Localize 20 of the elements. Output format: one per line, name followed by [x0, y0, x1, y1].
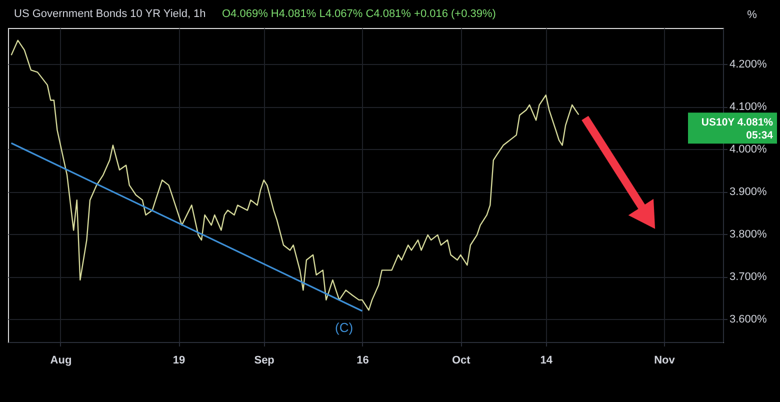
y-axis-title: % — [747, 9, 758, 21]
x-tick-label: 14 — [540, 354, 554, 366]
x-tick-label: Nov — [654, 354, 676, 366]
x-tick-label: Aug — [50, 354, 72, 366]
x-tick-label: Oct — [452, 354, 471, 366]
annotation: (C) — [334, 320, 354, 335]
x-tick-label: 16 — [356, 354, 369, 366]
text: 05:34 — [746, 130, 774, 142]
chart-subtitle: O4.069% H4.081% L4.067% C4.081% +0.016 (+0.39%) — [222, 8, 496, 20]
x-tick-label: 19 — [172, 354, 186, 366]
y-tick-label: 3.700% — [730, 271, 768, 284]
y-tick-label: 4.000% — [730, 144, 768, 156]
y-tick-label: 3.800% — [730, 228, 768, 241]
x-tick-label: Sep — [254, 354, 275, 366]
chart-title: US Government Bonds 10 YR Yield, 1h — [14, 8, 206, 20]
y-tick-label: 3.900% — [730, 186, 768, 198]
y-tick-label: 4.200% — [730, 58, 768, 71]
y-tick-label: 3.600% — [730, 314, 768, 326]
annotation: US10Y 4.081% — [701, 116, 774, 129]
y-tick-label: 4.100% — [730, 101, 768, 114]
